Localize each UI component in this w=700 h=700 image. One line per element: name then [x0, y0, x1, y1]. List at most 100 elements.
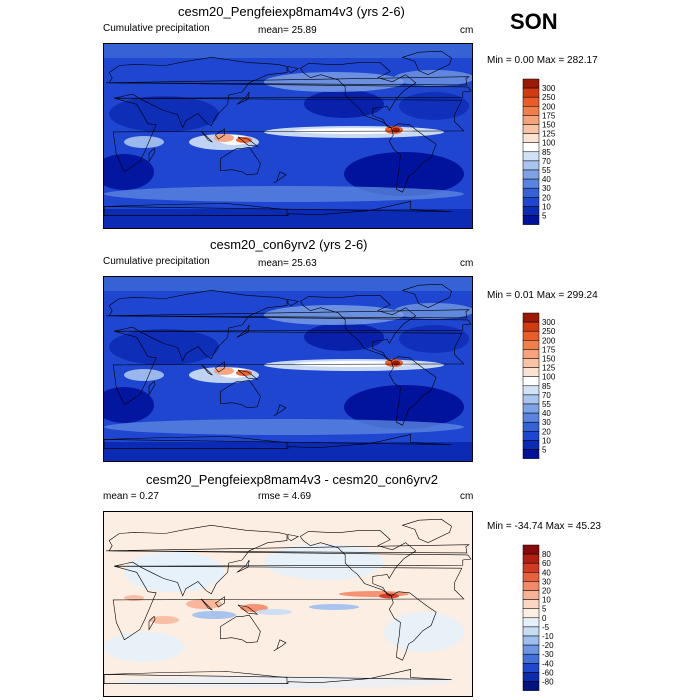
panel-2-map	[103, 276, 473, 462]
colorbar-box	[522, 115, 540, 125]
colorbar-tick-label: 125	[542, 364, 556, 373]
colorbar-tick-label: 250	[542, 93, 556, 102]
colorbar-tick-label: 200	[542, 102, 556, 111]
field-feature	[394, 303, 472, 319]
field-feature	[109, 329, 219, 365]
coastline	[287, 534, 300, 541]
panel-3-range: Min = -34.74 Max = 45.23	[487, 521, 601, 532]
colorbar-tick-label: 200	[542, 336, 556, 345]
coastline	[236, 91, 250, 105]
colorbar-tick-label: 10	[542, 202, 551, 211]
field-band	[104, 277, 472, 291]
colorbar-box	[522, 626, 540, 637]
colorbar-box	[522, 403, 540, 414]
colorbar-box	[522, 608, 540, 619]
colorbar-box	[522, 581, 540, 591]
panel-2-units: cm	[460, 258, 474, 269]
map-svg	[104, 44, 472, 228]
colorbar-tick-label: 100	[542, 373, 556, 382]
colorbar-tick-label: -40	[542, 659, 554, 668]
colorbar-box	[522, 672, 540, 682]
colorbar-box	[522, 421, 540, 432]
colorbar-box	[522, 544, 540, 555]
colorbar-tick-label: 5	[542, 605, 547, 614]
coastline	[105, 76, 470, 86]
panel-2-mean: mean= 25.63	[258, 258, 317, 269]
coastline	[105, 309, 470, 319]
coastline	[200, 598, 213, 611]
map-svg	[104, 277, 472, 461]
field-feature	[256, 609, 292, 615]
colorbar-box	[522, 572, 540, 582]
coastline	[220, 379, 261, 409]
colorbar-box	[522, 187, 540, 198]
colorbar-tick-label: 40	[542, 409, 551, 418]
colorbar-box	[522, 617, 540, 628]
colorbar-box	[522, 394, 540, 405]
coastline	[214, 596, 225, 608]
colorbar-tick-label: 175	[542, 111, 556, 120]
colorbar-box	[522, 124, 540, 134]
field-feature	[399, 325, 469, 353]
colorbar-box	[522, 215, 540, 225]
colorbar-box	[522, 653, 540, 664]
colorbar-tick-label: -30	[542, 650, 554, 659]
colorbar-tick-label: 40	[542, 175, 551, 184]
coastline	[220, 614, 261, 644]
coastline	[236, 559, 250, 573]
coastline	[104, 203, 288, 216]
panel-1-map	[103, 43, 473, 229]
colorbar-box	[522, 160, 540, 171]
colorbar-tick-label: 300	[542, 318, 556, 327]
colorbar-tick-label: 20	[542, 193, 551, 202]
coastline	[214, 128, 225, 140]
field-feature	[344, 152, 464, 196]
panel-3-rmse: rmse = 4.69	[258, 491, 312, 502]
panel-1-range: Min = 0.00 Max = 282.17	[487, 55, 598, 66]
colorbar-tick-label: 30	[542, 184, 551, 193]
colorbar-tick-label: 85	[542, 148, 551, 157]
colorbar-tick-label: 70	[542, 391, 551, 400]
colorbar-tick-label: 30	[542, 418, 551, 427]
coastline	[148, 147, 156, 163]
colorbar-box	[522, 681, 540, 691]
field-band	[104, 512, 472, 696]
colorbar-box	[522, 562, 540, 573]
coastline	[236, 324, 250, 338]
panel-1-left-label: Cumulative precipitation	[103, 23, 210, 34]
panel-1-colorbar: 300 250 200 175 150 125 100 85 70 55 40 30 20 10 5	[522, 78, 563, 227]
colorbar-tick-label: 70	[542, 157, 551, 166]
colorbar-box	[522, 206, 540, 216]
coastline	[200, 363, 213, 376]
colorbar-tick-label: 100	[542, 139, 556, 148]
colorbar-box	[522, 169, 540, 180]
coastline	[388, 591, 437, 661]
field-feature	[104, 419, 464, 435]
colorbar-tick-label: 20	[542, 427, 551, 436]
coastline	[401, 518, 452, 544]
coastline	[105, 544, 470, 554]
panel-3-units: cm	[460, 491, 474, 502]
field-feature	[114, 676, 454, 688]
field-band	[104, 442, 472, 461]
colorbar-box	[522, 590, 540, 600]
colorbar-tick-label: 80	[542, 550, 551, 559]
coastline	[299, 530, 417, 597]
coastline	[401, 50, 452, 76]
colorbar-tick-label: 0	[542, 614, 547, 623]
coastline	[104, 671, 288, 684]
field-feature	[264, 72, 404, 92]
field-feature	[104, 154, 154, 190]
field-feature	[344, 385, 464, 429]
map-svg	[104, 512, 472, 696]
coastline	[214, 361, 225, 373]
panel-2-colorbar: 300 250 200 175 150 125 100 85 70 55 40 30 20 10 5	[522, 312, 563, 461]
coastline	[299, 295, 417, 362]
coastline	[237, 604, 259, 615]
colorbar-box	[522, 142, 540, 153]
colorbar-box	[522, 449, 540, 459]
colorbar-tick-label: -80	[542, 677, 554, 686]
panel-2-left-label: Cumulative precipitation	[103, 256, 210, 267]
